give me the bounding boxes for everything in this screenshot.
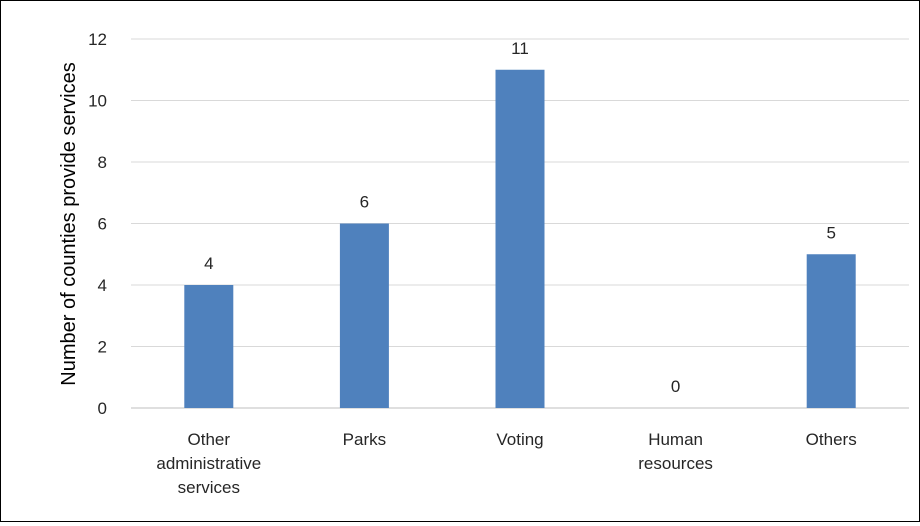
y-tick-label: 12 <box>88 30 107 49</box>
x-tick-label: Human <box>648 430 703 449</box>
data-label: 6 <box>360 193 369 212</box>
x-tick-labels: Other administrative services Parks Voting Hu… <box>156 430 856 497</box>
y-axis-title: Number of counties provide services <box>58 62 80 385</box>
y-tick-label: 6 <box>98 215 107 234</box>
data-labels: 4 6 11 0 5 <box>204 39 836 396</box>
bars <box>184 69 856 408</box>
bar <box>184 285 234 408</box>
bar <box>339 223 389 408</box>
data-label: 11 <box>511 39 529 58</box>
x-tick-label: Others <box>806 430 857 449</box>
x-tick-label: resources <box>638 454 713 473</box>
data-label: 4 <box>204 254 213 273</box>
y-tick-label: 10 <box>88 92 107 111</box>
y-tick-labels: 0 2 4 6 8 10 12 <box>88 30 107 418</box>
bar <box>806 254 856 408</box>
y-tick-label: 8 <box>98 153 107 172</box>
data-label: 5 <box>826 223 835 242</box>
bar <box>495 69 545 408</box>
x-tick-label: Other <box>188 430 231 449</box>
x-tick-label: Parks <box>343 430 386 449</box>
x-tick-label: administrative <box>156 454 261 473</box>
data-label: 0 <box>671 377 680 396</box>
y-tick-label: 4 <box>98 276 107 295</box>
x-tick-label: services <box>178 478 240 497</box>
y-tick-label: 2 <box>98 338 107 357</box>
x-tick-label: Voting <box>496 430 543 449</box>
y-tick-label: 0 <box>98 399 107 418</box>
